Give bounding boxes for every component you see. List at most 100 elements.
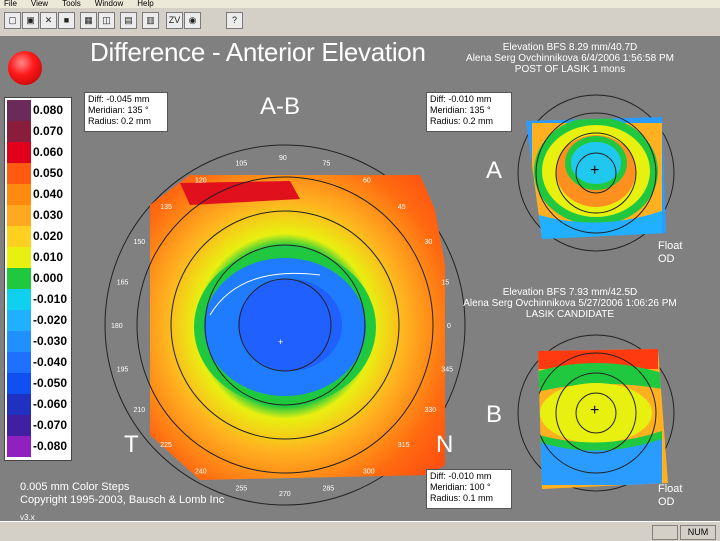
difference-map: + 0 15 30 45 60 75 90 105 120 135 150 165 180 195 210 2… bbox=[104, 144, 466, 506]
scale-swatch bbox=[7, 268, 31, 289]
map-view: Difference - Anterior Elevation Elevatio… bbox=[0, 37, 720, 521]
scale-label: -0.060 bbox=[33, 397, 68, 411]
label-nasal: N bbox=[436, 431, 454, 458]
meridian-tick-label: 330 bbox=[425, 407, 437, 414]
meridian-tick-label: 225 bbox=[160, 442, 172, 449]
meridian-tick-label: 15 bbox=[441, 280, 449, 287]
num-lock-indicator: NUM bbox=[680, 525, 716, 540]
scale-label: -0.010 bbox=[33, 292, 68, 306]
version-label: v3.x bbox=[20, 513, 35, 521]
meridian-tick-label: 195 bbox=[117, 367, 129, 374]
map-b: + bbox=[517, 334, 675, 492]
meridian-tick-label: 45 bbox=[398, 204, 406, 211]
scale-swatch bbox=[7, 142, 31, 163]
scale-label: 0.060 bbox=[33, 145, 64, 159]
layer-icon[interactable]: ▤ bbox=[120, 12, 137, 29]
map-a: + bbox=[517, 94, 675, 252]
meridian-tick-label: 285 bbox=[323, 485, 335, 492]
map-icon[interactable]: ◫ bbox=[98, 12, 115, 29]
meridian-tick-label: 150 bbox=[134, 239, 146, 246]
menu-item-file[interactable]: File bbox=[4, 0, 17, 8]
menu-item-view[interactable]: View bbox=[30, 0, 49, 8]
scale-swatch bbox=[7, 163, 31, 184]
svg-text:+: + bbox=[278, 337, 283, 347]
scale-swatch bbox=[7, 289, 31, 310]
meridian-tick-label: 240 bbox=[195, 469, 207, 476]
scale-label: -0.050 bbox=[33, 376, 68, 390]
meridian-tick-label: 210 bbox=[134, 407, 146, 414]
scale-label: -0.070 bbox=[33, 418, 68, 432]
scale-swatch bbox=[7, 121, 31, 142]
meridian-tick-label: 75 bbox=[323, 161, 331, 168]
svg-text:+: + bbox=[590, 162, 599, 179]
meridian-tick-label: 300 bbox=[363, 469, 375, 476]
svg-text:+: + bbox=[590, 402, 599, 419]
scale-swatch bbox=[7, 394, 31, 415]
menu-item-window[interactable]: Window bbox=[94, 0, 124, 8]
scale-label: 0.070 bbox=[33, 124, 64, 138]
scale-label: 0.000 bbox=[33, 271, 64, 285]
scale-swatch bbox=[7, 226, 31, 247]
scale-swatch bbox=[7, 373, 31, 394]
scale-label: 0.020 bbox=[33, 229, 64, 243]
scale-label: 0.040 bbox=[33, 187, 64, 201]
save-icon[interactable]: ▣ bbox=[22, 12, 39, 29]
stop-icon[interactable]: ■ bbox=[58, 12, 75, 29]
meridian-tick-label: 165 bbox=[117, 280, 129, 287]
scale-label: -0.030 bbox=[33, 334, 68, 348]
float-b-label: Float OD bbox=[658, 483, 683, 508]
meridian-tick-label: 270 bbox=[279, 491, 291, 498]
scale-label: -0.040 bbox=[33, 355, 68, 369]
scale-swatch bbox=[7, 310, 31, 331]
scale-swatch bbox=[7, 415, 31, 436]
help-icon[interactable]: ? bbox=[226, 12, 243, 29]
color-scale: 0.080 0.070 0.060 0.050 0.040 0.030 0.020 0.010… bbox=[4, 97, 72, 461]
meridian-tick-label: 0 bbox=[447, 323, 451, 330]
menu-bar: File View Tools Window Help bbox=[0, 0, 720, 8]
scale-swatch bbox=[7, 205, 31, 226]
scale-label: 0.010 bbox=[33, 250, 64, 264]
meridian-tick-label: 255 bbox=[236, 485, 248, 492]
status-bar: NUM bbox=[0, 521, 720, 541]
label-b: B bbox=[486, 401, 503, 428]
scale-swatch bbox=[7, 100, 31, 121]
meridian-tick-label: 30 bbox=[425, 239, 433, 246]
menu-item-tools[interactable]: Tools bbox=[62, 0, 81, 8]
label-a: A bbox=[486, 157, 503, 184]
probe-box-main: Diff: -0.045 mm Meridian: 135 ° Radius: 0.… bbox=[84, 92, 168, 132]
grid-icon[interactable]: ▦ bbox=[80, 12, 97, 29]
exam-a-info: Elevation BFS 8.29 mm/40.7D Alena Serg Ov… bbox=[466, 42, 674, 75]
scale-swatch bbox=[7, 184, 31, 205]
exam-b-info: Elevation BFS 7.93 mm/42.5D Alena Serg Ov… bbox=[463, 287, 677, 320]
scale-label: 0.050 bbox=[33, 166, 64, 180]
menu-item-help[interactable]: Help bbox=[137, 0, 154, 8]
scale-label: -0.080 bbox=[33, 439, 68, 453]
meridian-tick-label: 315 bbox=[398, 442, 410, 449]
scale-swatch bbox=[7, 352, 31, 373]
toolbar: ▢ ▣ ✕ ■ ▦ ◫ ▤ ▥ ZV ◉? bbox=[0, 8, 720, 37]
meridian-tick-label: 180 bbox=[111, 323, 123, 330]
footer-text: 0.005 mm Color Steps Copyright 1995-2003,… bbox=[20, 481, 225, 506]
label-a-minus-b: A-B bbox=[260, 93, 301, 120]
float-a-label: Float OD bbox=[658, 240, 683, 265]
meridian-tick-label: 105 bbox=[236, 161, 248, 168]
eye-icon[interactable]: ◉ bbox=[184, 12, 201, 29]
page-title: Difference - Anterior Elevation bbox=[90, 37, 426, 67]
scale-swatch bbox=[7, 436, 31, 457]
panel-icon[interactable]: ▥ bbox=[142, 12, 159, 29]
meridian-tick-label: 60 bbox=[363, 178, 371, 185]
logo-ball-icon bbox=[8, 51, 42, 85]
probe-box-a: Diff: -0.010 mm Meridian: 135 ° Radius: 0.… bbox=[426, 92, 512, 132]
meridian-tick-label: 90 bbox=[279, 155, 287, 162]
close-icon[interactable]: ✕ bbox=[40, 12, 57, 29]
scale-label: -0.020 bbox=[33, 313, 68, 327]
meridian-tick-label: 135 bbox=[160, 204, 172, 211]
scale-swatch bbox=[7, 247, 31, 268]
zoom-icon[interactable]: ZV bbox=[166, 12, 183, 29]
status-panel bbox=[652, 525, 678, 540]
scale-swatch bbox=[7, 331, 31, 352]
label-temporal: T bbox=[124, 431, 139, 458]
scale-label: 0.080 bbox=[33, 103, 64, 117]
new-icon[interactable]: ▢ bbox=[4, 12, 21, 29]
meridian-tick-label: 120 bbox=[195, 178, 207, 185]
